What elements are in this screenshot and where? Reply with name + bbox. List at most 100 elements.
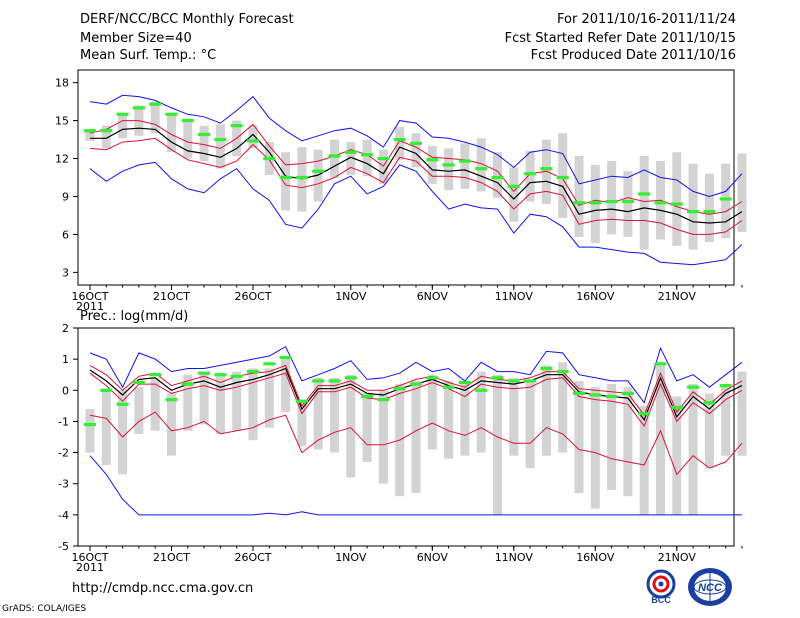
member-size-label: Member Size=40 [80,31,192,46]
y-tick-label: -1 [58,415,69,428]
plot-frame [77,327,735,547]
member-marker [638,192,651,196]
x-tick-label: 1NOV [335,551,367,564]
y-tick-label: -3 [58,478,69,491]
x-year-label: 2011 [76,300,104,313]
x-tick-label: 26OCT [234,290,271,303]
spread-box [558,362,568,453]
spread-box [215,374,225,434]
x-tick-label: 11NOV [495,551,534,564]
spread-box [574,380,584,494]
member-marker [670,202,683,206]
bcc-logo: BCC [646,569,676,605]
member-marker [165,112,178,116]
member-marker [116,402,129,406]
member-marker [426,158,439,162]
member-marker [556,175,569,180]
member-marker [540,167,553,171]
spread-box [362,139,372,177]
member-marker [687,385,700,389]
min-line [89,161,743,266]
spread-box [509,377,519,456]
max-line [89,345,743,404]
member-marker [344,150,357,154]
member-marker [132,106,145,110]
y-tick-label: -5 [58,540,69,553]
spread-box [378,390,388,484]
member-marker [458,159,471,163]
member-marker [687,210,700,214]
ncc-logo: NCC [688,568,732,606]
member-marker [507,379,520,383]
low-line [89,411,743,476]
member-marker [295,399,308,403]
y-tick-label: 1 [62,353,69,366]
lower-band-line [89,137,743,235]
member-marker [524,172,537,176]
max-line [89,94,743,198]
spread-box [199,371,209,425]
member-marker [214,137,227,142]
member-marker [589,201,602,205]
source-url[interactable]: http://cmdp.ncc.cma.gov.cn [72,581,254,596]
spread-box [623,387,633,497]
spread-box [623,171,633,237]
member-marker [149,102,162,106]
forecast-period: For 2011/10/16-2011/11/24 [557,12,736,27]
member-marker [344,376,357,380]
spread-box [541,139,551,205]
member-marker [426,376,439,380]
x-tick-label: 16OCT [71,551,108,564]
member-marker [719,197,732,201]
spread-box [737,153,747,232]
spread-box [558,133,568,218]
spread-box [167,393,176,456]
member-marker [100,129,113,133]
member-marker [295,175,308,180]
member-marker [507,184,520,188]
x-tick-label: 21OCT [153,290,190,303]
x-tick-label: 1NOV [335,290,367,303]
spread-box [541,365,551,456]
member-marker [279,175,292,180]
spread-box [395,126,405,160]
bcc-logo-text: BCC [651,595,671,605]
member-marker [230,124,243,128]
spread-box [574,156,584,237]
spread-box [493,152,502,198]
spread-box [688,384,698,515]
spread-box [297,399,307,447]
spread-box [639,156,649,250]
member-marker [703,210,716,214]
spread-box [248,125,258,149]
member-marker [573,201,585,205]
spread-box [362,393,372,462]
member-marker [410,382,422,386]
y-tick-label: 15 [55,115,69,128]
spread-box [281,152,291,211]
y-tick-label: -4 [58,509,69,522]
member-marker [84,422,96,427]
member-marker [621,391,634,395]
temp-panel-title: Mean Surf. Temp.: °C [80,48,217,63]
spread-box [590,387,600,509]
spread-box [444,380,454,459]
lower-band-line [89,372,743,428]
spread-box [183,374,193,431]
spread-box [476,138,486,192]
spread-box [525,380,535,469]
y-tick-label: 18 [55,77,69,90]
min-line [89,455,742,516]
member-marker [475,388,488,392]
member-marker [491,376,504,380]
grads-credit: GrADS: COLA/IGES [2,604,87,614]
spread-box [199,125,209,162]
upper-band-line [89,120,743,215]
spread-box [313,377,323,450]
member-marker [475,167,488,171]
member-marker [589,393,602,397]
ncc-logo-text: NCC [698,582,723,594]
spread-box [509,167,519,222]
